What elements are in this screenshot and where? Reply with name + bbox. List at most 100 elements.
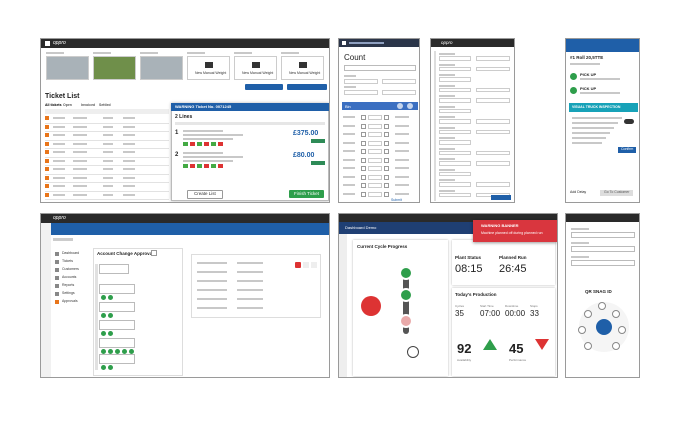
- block: [183, 152, 223, 154]
- block: [361, 183, 366, 188]
- block: [99, 284, 135, 294]
- block: [395, 158, 409, 161]
- block: [395, 175, 409, 178]
- block: [99, 264, 129, 274]
- tab[interactable]: Invoiced: [81, 103, 96, 107]
- block: [197, 164, 202, 168]
- block: [571, 242, 589, 244]
- block: [237, 280, 263, 282]
- mobile-job-screen: #1 Roll 20,5TTE PICK UP PICK UP VISUAL TRUC…: [565, 38, 640, 203]
- tab[interactable]: Settled: [99, 103, 111, 107]
- line-amount: £375.00: [293, 130, 319, 137]
- progress-title: Current Cycle Progress: [357, 244, 408, 249]
- block: [53, 185, 65, 187]
- block: [483, 339, 497, 350]
- snag-screen: QR SNAG ID: [565, 213, 640, 378]
- sidebar-item[interactable]: Settings: [62, 291, 75, 295]
- block: [598, 302, 606, 310]
- sidebar-item[interactable]: Reports: [62, 283, 75, 287]
- block: [473, 220, 557, 242]
- block: [103, 134, 113, 136]
- block: [434, 51, 436, 201]
- block: [197, 307, 227, 309]
- block: [183, 130, 223, 132]
- tab[interactable]: Open: [63, 103, 72, 107]
- button[interactable]: Go To Customer: [600, 190, 634, 196]
- block: [439, 66, 471, 71]
- block: [476, 98, 510, 103]
- block: [45, 133, 49, 137]
- block: [476, 182, 510, 187]
- line-number: 1: [175, 130, 179, 136]
- block: [197, 280, 227, 282]
- block: [572, 137, 606, 139]
- block: [123, 193, 135, 196]
- block: [339, 214, 557, 222]
- block: [384, 140, 389, 146]
- section-label: Bin: [345, 103, 351, 109]
- sidebar-item[interactable]: Dashboard: [62, 251, 80, 255]
- banner: VISUAL TRUCK INSPECTION: [572, 104, 621, 109]
- block: [101, 295, 106, 300]
- block: [439, 137, 455, 139]
- confirm[interactable]: Confirm: [618, 147, 637, 153]
- block: [343, 192, 355, 195]
- block: [237, 307, 263, 309]
- block: [295, 262, 301, 268]
- camera-label: New Manual Weight: [242, 71, 274, 75]
- block: [344, 86, 356, 88]
- block: [439, 87, 471, 92]
- block: [197, 289, 227, 291]
- logo: oppro: [53, 40, 66, 46]
- button[interactable]: Add Delay: [570, 190, 587, 194]
- block: [368, 166, 382, 171]
- block: [183, 160, 233, 162]
- finish-button[interactable]: Finish Ticket: [289, 190, 325, 198]
- block: [123, 151, 135, 153]
- block: [183, 156, 243, 158]
- block: [237, 262, 263, 264]
- block: [122, 349, 127, 354]
- sidebar-item[interactable]: Customers: [62, 267, 79, 271]
- tab[interactable]: All tickets: [45, 103, 62, 107]
- block: [569, 103, 638, 112]
- block: [41, 214, 329, 223]
- sidebar-item[interactable]: Accounts: [62, 275, 77, 279]
- block: [439, 95, 455, 97]
- block: [211, 142, 216, 146]
- block: [439, 98, 471, 103]
- block: [439, 158, 455, 160]
- block: [571, 228, 589, 230]
- create-button[interactable]: Create List: [187, 190, 223, 199]
- warning-title: WARNING BANNER: [481, 223, 519, 228]
- submit[interactable]: Submit: [391, 198, 402, 202]
- block: [53, 142, 65, 145]
- block: [439, 53, 455, 55]
- block: [45, 141, 49, 146]
- block: [384, 123, 389, 129]
- sidebar-item[interactable]: Tickets: [62, 259, 73, 263]
- block: [101, 313, 106, 318]
- block: [140, 56, 183, 80]
- sidebar-item[interactable]: Approvals: [62, 299, 78, 303]
- camera-label: New Manual Weight: [289, 71, 321, 75]
- block: [73, 117, 87, 119]
- block: [73, 134, 87, 136]
- block: [123, 176, 135, 179]
- block: [45, 124, 49, 129]
- block: [108, 295, 113, 300]
- block: [439, 140, 471, 145]
- block: [299, 62, 307, 68]
- block: [395, 184, 409, 186]
- gauge-label: Availability: [457, 358, 472, 362]
- block: [439, 105, 455, 108]
- block: [99, 354, 135, 364]
- block: [190, 164, 195, 168]
- block: [55, 276, 59, 280]
- block: [183, 164, 188, 168]
- block: [53, 159, 65, 162]
- block: [311, 262, 317, 268]
- block: [384, 132, 389, 137]
- block: [204, 164, 209, 168]
